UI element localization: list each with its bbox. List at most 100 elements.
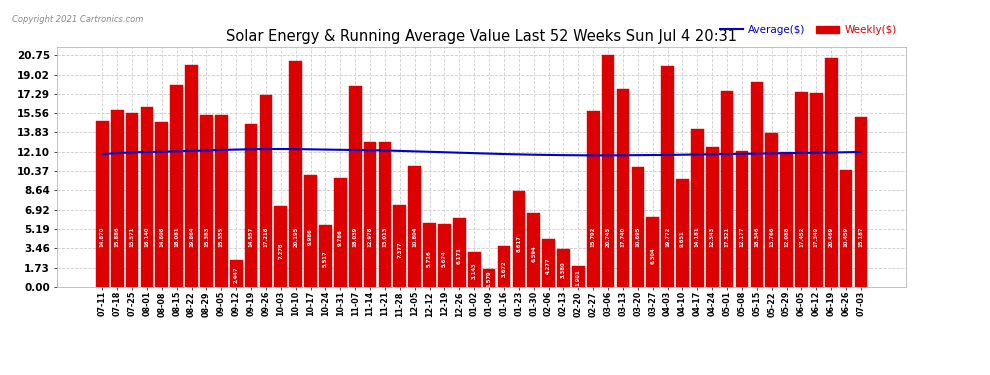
Text: 12.543: 12.543	[710, 226, 715, 247]
Bar	[378, 142, 391, 287]
Bar	[706, 147, 719, 287]
Bar	[334, 178, 346, 287]
Bar	[200, 115, 213, 287]
Text: 9.786: 9.786	[338, 230, 343, 246]
Bar	[348, 86, 361, 287]
Text: 16.140: 16.140	[145, 226, 149, 247]
Text: 14.870: 14.870	[100, 226, 105, 247]
Text: 15.571: 15.571	[130, 226, 135, 247]
Text: 17.452: 17.452	[799, 226, 804, 247]
Bar	[557, 249, 570, 287]
Bar	[170, 85, 183, 287]
Text: 18.039: 18.039	[352, 226, 357, 247]
Bar	[854, 117, 867, 287]
Bar	[780, 152, 793, 287]
Text: 9.986: 9.986	[308, 228, 313, 245]
Bar	[543, 239, 555, 287]
Text: 15.383: 15.383	[204, 226, 209, 247]
Text: Copyright 2021 Cartronics.com: Copyright 2021 Cartronics.com	[12, 15, 144, 24]
Bar	[393, 204, 406, 287]
Text: 6.304: 6.304	[650, 247, 655, 264]
Text: 14.808: 14.808	[159, 226, 164, 247]
Bar	[617, 89, 630, 287]
Text: 4.277: 4.277	[546, 257, 551, 274]
Text: 18.081: 18.081	[174, 226, 179, 247]
Text: 10.459: 10.459	[843, 226, 848, 247]
Text: 19.772: 19.772	[665, 226, 670, 247]
Text: 9.651: 9.651	[680, 230, 685, 247]
Bar	[632, 168, 644, 287]
Bar	[453, 218, 465, 287]
Text: 5.674: 5.674	[442, 250, 446, 267]
Text: 18.346: 18.346	[754, 226, 759, 247]
Text: 12.088: 12.088	[784, 226, 789, 247]
Bar	[572, 266, 585, 287]
Bar	[736, 151, 748, 287]
Text: 13.013: 13.013	[382, 226, 387, 247]
Bar	[424, 223, 436, 287]
Bar	[111, 110, 124, 287]
Text: 12.978: 12.978	[367, 226, 372, 247]
Bar	[602, 55, 615, 287]
Text: 13.766: 13.766	[769, 226, 774, 247]
Text: 3.672: 3.672	[502, 260, 507, 277]
Text: 3.380: 3.380	[561, 262, 566, 278]
Bar	[468, 252, 480, 287]
Text: 14.557: 14.557	[248, 226, 253, 247]
Bar	[795, 92, 808, 287]
Bar	[185, 65, 198, 287]
Bar	[825, 58, 838, 287]
Text: 19.864: 19.864	[189, 226, 194, 247]
Bar	[528, 213, 540, 287]
Bar	[810, 93, 823, 287]
Text: 7.377: 7.377	[397, 242, 402, 258]
Bar	[155, 122, 168, 287]
Bar	[721, 91, 734, 287]
Bar	[483, 269, 495, 287]
Bar	[274, 206, 287, 287]
Text: 10.695: 10.695	[636, 226, 641, 247]
Bar	[408, 166, 421, 287]
Bar	[245, 124, 257, 287]
Text: 20.469: 20.469	[829, 226, 834, 247]
Bar	[141, 107, 153, 287]
Bar	[304, 176, 317, 287]
Text: 6.171: 6.171	[456, 248, 461, 264]
Bar	[691, 129, 704, 287]
Text: 10.804: 10.804	[412, 226, 417, 247]
Bar	[676, 179, 689, 287]
Text: 8.617: 8.617	[517, 235, 522, 252]
Bar	[215, 116, 228, 287]
Bar	[439, 224, 450, 287]
Bar	[587, 111, 600, 287]
Title: Solar Energy & Running Average Value Last 52 Weeks Sun Jul 4 20:31: Solar Energy & Running Average Value Las…	[226, 29, 738, 44]
Text: 2.447: 2.447	[234, 266, 239, 283]
Bar	[765, 133, 778, 287]
Text: 17.349: 17.349	[814, 226, 819, 247]
Text: 15.355: 15.355	[219, 226, 224, 247]
Text: 7.278: 7.278	[278, 242, 283, 259]
Text: 12.177: 12.177	[740, 226, 744, 247]
Bar	[96, 121, 109, 287]
Bar	[363, 142, 376, 287]
Text: 15.187: 15.187	[858, 226, 863, 247]
Text: 1.901: 1.901	[576, 269, 581, 286]
Text: 15.886: 15.886	[115, 226, 120, 247]
Bar	[646, 216, 659, 287]
Text: 5.716: 5.716	[427, 250, 432, 267]
Text: 3.143: 3.143	[471, 263, 477, 279]
Text: 20.745: 20.745	[606, 226, 611, 247]
Text: 17.218: 17.218	[263, 226, 268, 247]
Bar	[126, 113, 139, 287]
Bar	[319, 225, 332, 287]
Text: 17.740: 17.740	[621, 226, 626, 247]
Legend: Average($), Weekly($): Average($), Weekly($)	[716, 21, 901, 39]
Bar	[513, 190, 525, 287]
Bar	[661, 66, 674, 287]
Text: 20.195: 20.195	[293, 226, 298, 247]
Text: 17.521: 17.521	[725, 226, 730, 247]
Bar	[230, 260, 243, 287]
Text: 1.579: 1.579	[486, 271, 492, 287]
Text: 15.792: 15.792	[591, 226, 596, 247]
Text: 14.181: 14.181	[695, 226, 700, 247]
